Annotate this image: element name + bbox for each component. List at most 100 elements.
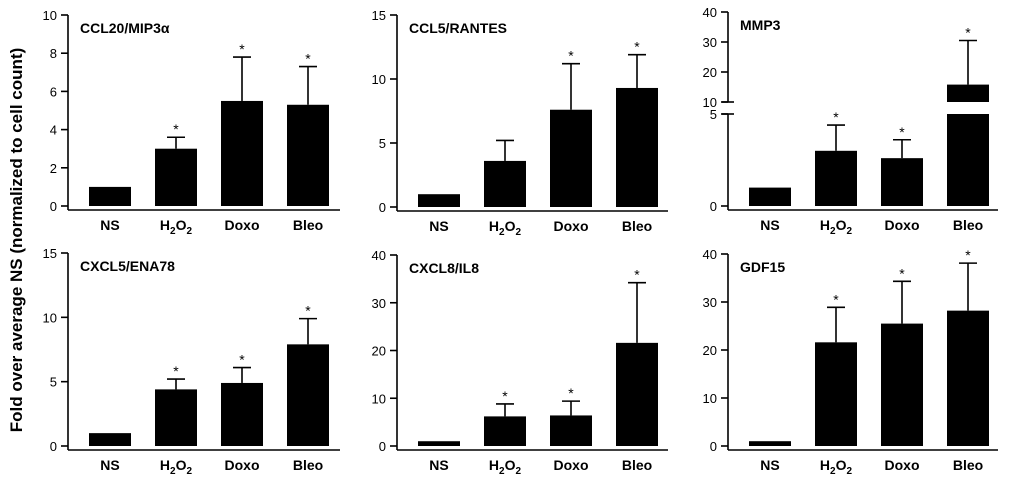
x-tick-label-bleo: Bleo [293, 457, 323, 473]
y-tick-label-0: 0 [50, 199, 57, 214]
x-tick-label-bleo: Bleo [622, 457, 652, 473]
y-tick-label-10: 10 [43, 8, 57, 23]
bar-bleo [287, 104, 329, 206]
x-tick-label-bleo: Bleo [953, 457, 983, 473]
y-tick-label-0: 0 [379, 200, 386, 215]
y-tick-label-0: 0 [710, 199, 717, 214]
x-tick-label-ns: NS [100, 217, 119, 233]
significance-star-bleo: * [634, 267, 640, 283]
x-tick-label-ns: NS [100, 457, 119, 473]
significance-star-h2o2: * [833, 291, 839, 307]
y-tick-label-2: 2 [50, 161, 57, 176]
y-tick-label-5: 5 [50, 375, 57, 390]
significance-star-doxo: * [239, 41, 245, 57]
x-tick-label-h2o2: H2O2 [489, 457, 522, 477]
y-tick-label-10: 10 [43, 310, 57, 325]
y-tick-label-30: 30 [372, 296, 386, 311]
figure-y-axis-label: Fold over average NS (normalized to cell… [7, 48, 26, 432]
y-tick-label-20: 20 [703, 343, 717, 358]
y-tick-label-0: 0 [710, 439, 717, 454]
y-tick-label-10: 10 [372, 391, 386, 406]
y-tick-label-20: 20 [372, 344, 386, 359]
y-tick-label-0: 0 [50, 439, 57, 454]
x-tick-label-doxo: Doxo [554, 457, 589, 473]
x-tick-label-h2o2: H2O2 [160, 217, 193, 237]
y-tick-label-4: 4 [50, 123, 57, 138]
x-tick-label-h2o2: H2O2 [820, 457, 853, 477]
x-tick-label-ns: NS [429, 457, 448, 473]
bar-bleo-lower [947, 114, 989, 206]
y-tick-label-5: 5 [710, 107, 717, 122]
y-tick-label-40: 40 [372, 248, 386, 263]
bar-bleo [616, 342, 658, 446]
bar-ns [418, 194, 460, 207]
chart-panel-cxcl8-il8: 0 10 20 30 40 CXCL8/IL8 NS * H2O2 * Doxo * Bleo [372, 248, 668, 477]
y-tick-label-10: 10 [372, 72, 386, 87]
chart-panels: 0246810CCL20/MIP3αNS*H2O2*Doxo*Bleo05101… [43, 5, 998, 477]
significance-star-bleo: * [634, 39, 640, 55]
bar-ns [749, 441, 791, 446]
x-tick-label-bleo: Bleo [953, 217, 983, 233]
chart-title: GDF15 [740, 259, 785, 275]
y-tick-label-15: 15 [43, 246, 57, 261]
bar-h2o2 [155, 389, 197, 446]
y-tick-label-5: 5 [379, 136, 386, 151]
chart-panel-cxcl5-ena78: 0 5 10 15 CXCL5/ENA78 NS * H2O2 * Doxo * Bleo [43, 246, 340, 477]
bar-h2o2 [815, 342, 857, 446]
bar-doxo [881, 323, 923, 446]
significance-star-bleo: * [965, 25, 971, 41]
significance-star-bleo: * [305, 51, 311, 67]
significance-star-h2o2: * [833, 109, 839, 125]
chart-title: CCL5/RANTES [409, 20, 507, 36]
bar-doxo [550, 415, 592, 446]
bar-ns [89, 433, 131, 446]
chart-panel-ccl5-rantes: 0 5 10 15 CCL5/RANTES NS H2O2 * Doxo * Bleo [372, 8, 668, 238]
chart-panel-gdf15: 0 10 20 30 40 GDF15 NS * H2O2 * Doxo * Bleo [703, 247, 998, 477]
x-tick-label-doxo: Doxo [225, 217, 260, 233]
x-tick-label-ns: NS [760, 457, 779, 473]
significance-star-doxo: * [899, 265, 905, 281]
x-tick-label-bleo: Bleo [293, 217, 323, 233]
significance-star-h2o2: * [173, 363, 179, 379]
significance-star-doxo: * [899, 124, 905, 140]
chart-title: CXCL8/IL8 [409, 260, 479, 276]
x-tick-label-bleo: Bleo [622, 218, 652, 234]
y-tick-label-0: 0 [379, 439, 386, 454]
y-tick-label-30: 30 [703, 35, 717, 50]
y-tick-label-40: 40 [703, 5, 717, 20]
x-tick-label-ns: NS [760, 217, 779, 233]
y-tick-label-20: 20 [703, 65, 717, 80]
chart-title: CXCL5/ENA78 [80, 258, 175, 274]
bar-h2o2 [815, 150, 857, 206]
bar-h2o2 [155, 148, 197, 206]
x-tick-label-h2o2: H2O2 [820, 217, 853, 237]
chart-title: CCL20/MIP3α [80, 20, 170, 36]
bar-h2o2 [484, 160, 526, 207]
significance-star-bleo: * [965, 247, 971, 263]
bar-bleo [947, 310, 989, 446]
x-tick-label-h2o2: H2O2 [160, 457, 193, 477]
bar-bleo-upper [947, 84, 989, 102]
x-tick-label-doxo: Doxo [225, 457, 260, 473]
y-tick-label-30: 30 [703, 295, 717, 310]
bar-h2o2 [484, 416, 526, 446]
y-tick-label-40: 40 [703, 247, 717, 262]
chart-panel-mmp3: 0 510 20 30 40 MMP3 NS * H2O2 * Doxo * Bleo [703, 5, 998, 237]
bar-ns [89, 186, 131, 206]
bar-doxo [221, 382, 263, 446]
y-tick-label-10: 10 [703, 391, 717, 406]
y-tick-label-10: 10 [703, 95, 717, 110]
bar-bleo [616, 87, 658, 207]
x-tick-label-h2o2: H2O2 [489, 218, 522, 238]
y-tick-label-8: 8 [50, 46, 57, 61]
chart-title: MMP3 [740, 17, 781, 33]
x-tick-label-doxo: Doxo [885, 217, 920, 233]
bar-ns [418, 441, 460, 446]
significance-star-h2o2: * [502, 388, 508, 404]
x-tick-label-doxo: Doxo [554, 218, 589, 234]
chart-panel-ccl20-mip3: 0 2 4 6 8 10 CCL20/MIP3α NS * H2O2 * Doxo * Bleo [43, 8, 340, 237]
bar-ns [749, 187, 791, 206]
bar-doxo [221, 100, 263, 206]
y-tick-label-6: 6 [50, 84, 57, 99]
